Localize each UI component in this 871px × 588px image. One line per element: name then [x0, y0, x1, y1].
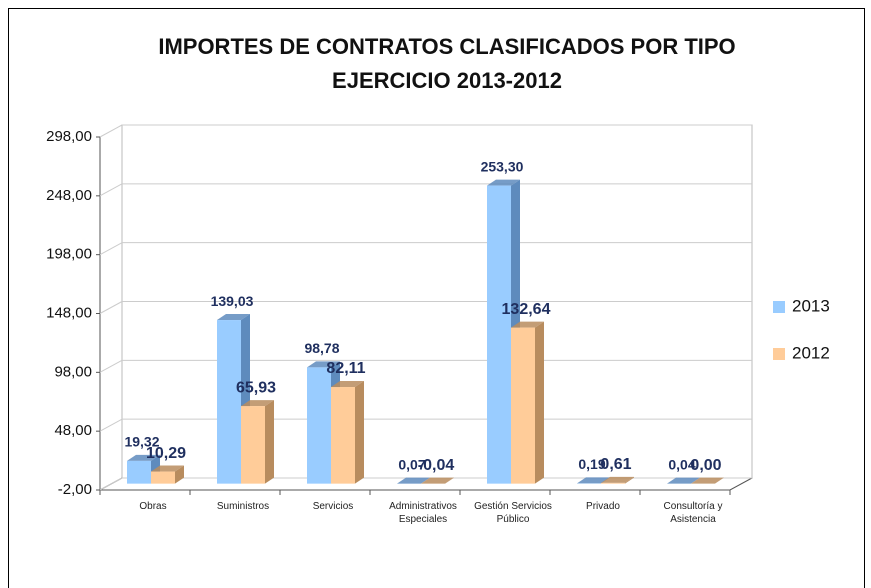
chart-border [8, 8, 865, 588]
bar-top [397, 477, 430, 484]
bar [217, 320, 241, 484]
bar-top [577, 477, 610, 484]
bar-side [175, 465, 184, 484]
bar-side [535, 321, 544, 484]
y-tick-label: 148,00 [46, 304, 92, 321]
value-label: 253,30 [481, 158, 524, 174]
bar [241, 406, 265, 484]
x-tick-label: Suministros [216, 501, 270, 512]
bar-top [241, 400, 274, 407]
value-label: 10,29 [146, 445, 186, 462]
value-label: 0,00 [690, 457, 721, 474]
grid-line-side [99, 301, 123, 314]
grid-line-side [99, 359, 123, 373]
value-label: 98,78 [304, 340, 339, 356]
x-tick-label: Privado [586, 501, 620, 512]
value-label: 0,07 [398, 456, 425, 472]
bar-top [307, 361, 340, 368]
bar-side [625, 476, 634, 484]
y-tick-label: 248,00 [46, 187, 92, 204]
grid-line-side [99, 242, 123, 256]
legend-swatch [773, 348, 785, 360]
bar [331, 387, 355, 484]
bar-side [421, 477, 430, 484]
bar-top [331, 381, 364, 388]
value-label: 0,19 [578, 456, 605, 472]
x-tick-label: Consultoría y Asistencia [663, 501, 723, 525]
legend-label: 2013 [792, 296, 830, 315]
y-tick-label: -2,00 [58, 481, 92, 498]
x-tick-label: Gestión Servicios Público [474, 501, 552, 525]
value-label: -0,04 [418, 457, 455, 474]
y-tick-label: 298,00 [46, 128, 92, 145]
bar [487, 185, 511, 484]
value-label: 0,04 [668, 456, 695, 472]
grid-line-side [99, 183, 123, 197]
value-label: 139,03 [211, 293, 254, 309]
bar-side [445, 477, 454, 484]
chart-subtitle: EJERCICIO 2013-2012 [332, 68, 562, 93]
bar-top [421, 477, 454, 484]
bar-top [667, 477, 700, 484]
bar [307, 367, 331, 484]
value-label: 65,93 [236, 379, 276, 396]
bar-top [217, 314, 250, 321]
x-tick-label: Servicios [312, 501, 354, 512]
value-label: 0,61 [600, 456, 631, 473]
value-label: 132,64 [502, 301, 551, 318]
grid-line-side [99, 477, 123, 491]
value-label: 82,11 [326, 360, 365, 377]
x-tick-label: Obras [139, 501, 167, 512]
legend-swatch [773, 301, 785, 313]
y-tick-label: 98,00 [54, 363, 92, 380]
bar-top [601, 476, 634, 483]
grid-line-side [99, 418, 123, 432]
bar-top [127, 454, 160, 461]
bar [601, 482, 625, 484]
y-tick-label: 198,00 [46, 246, 92, 263]
x-tick-label: Administrativos Especiales [389, 501, 457, 525]
chart-title: IMPORTES DE CONTRATOS CLASIFICADOS POR T… [158, 34, 735, 59]
bar-side [265, 400, 274, 484]
legend-label: 2012 [792, 343, 830, 362]
grid-line-side [99, 124, 123, 138]
bar [151, 471, 175, 484]
y-tick-label: 48,00 [54, 422, 92, 439]
bar-top [511, 321, 544, 328]
bar [127, 460, 151, 484]
value-label: 19,32 [124, 434, 159, 450]
bar-side [691, 477, 700, 484]
bar-top [487, 179, 520, 186]
bar-top [691, 477, 724, 484]
bar [511, 327, 535, 484]
bar-top [151, 465, 184, 472]
bar-side [355, 381, 364, 484]
